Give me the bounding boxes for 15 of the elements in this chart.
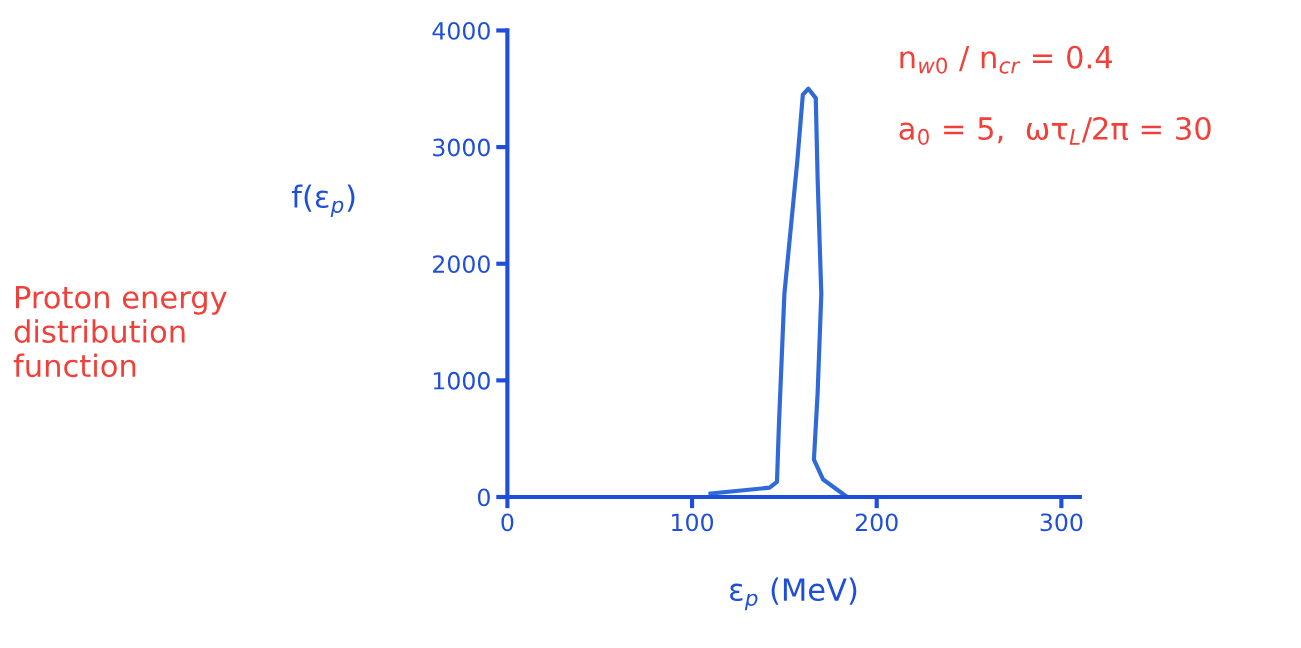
annotation: n$_{w0}$ / n$_{cr}$ = 0.4 [900,45,1112,74]
x-tick-label: 300 [1040,513,1083,532]
y-tick-label: 0 [477,488,490,507]
x-tick-label: 100 [672,513,714,532]
y-tick-label: 4000 [432,21,490,40]
x-axis-title: ε$_{p}$ (MeV) [730,577,857,611]
y-axis-title: f(ε$_{p}$) [291,184,355,218]
y-tick-label: 3000 [433,138,490,157]
annotation: a$_{0}$ = 5, ωτ$_{L}$/2π = 30 [899,116,1211,145]
y-tick-label: 2000 [433,255,490,274]
x-tick-label: 0 [501,513,514,532]
y-tick-label: 1000 [433,371,490,390]
line-series [708,86,850,498]
text: Proton energy distribution function [13,286,227,378]
x-tick-label: 200 [855,513,898,532]
